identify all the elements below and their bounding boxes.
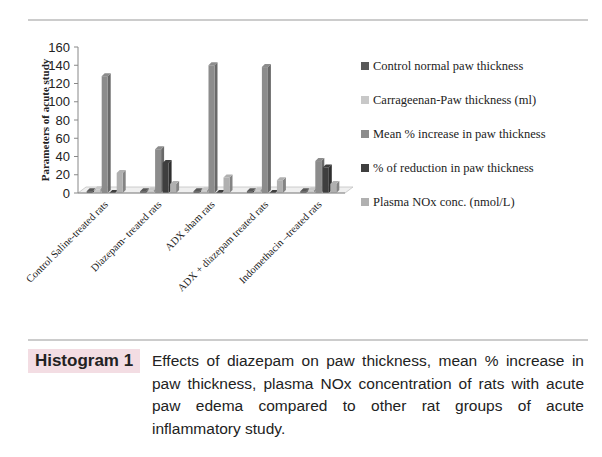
caption-label: Histogram 1	[28, 349, 140, 373]
y-tick-label: 0	[63, 186, 70, 201]
y-tick	[74, 65, 78, 66]
bar	[262, 64, 271, 193]
legend-label: Control normal paw thickness	[373, 59, 523, 73]
bar	[330, 181, 339, 193]
x-tick-label: ADX + diazepam treated rats	[175, 199, 270, 294]
y-tick-label: 100	[48, 94, 70, 109]
legend-swatch	[361, 96, 369, 104]
frame-line	[28, 340, 588, 341]
x-tick-label: Indomethacin –treated rats	[237, 199, 324, 286]
y-tick	[74, 156, 78, 157]
y-tick-label: 20	[56, 167, 70, 182]
legend-swatch	[361, 164, 369, 172]
legend-swatch	[361, 198, 369, 206]
legend-swatch	[361, 62, 369, 70]
y-tick-label: 60	[56, 131, 70, 146]
legend-label: Plasma NOx conc. (nmol/L)	[373, 195, 515, 209]
legend-label: Mean % increase in paw thickness	[373, 127, 546, 141]
legend-label: Carrageenan-Paw thickness (ml)	[373, 93, 536, 107]
y-tick	[74, 83, 78, 84]
x-tick-label: Diazepam- treated rats	[89, 199, 164, 274]
bar	[209, 62, 218, 193]
bar	[224, 174, 233, 193]
y-tick-label: 140	[48, 58, 70, 73]
legend-label: % of reduction in paw thickness	[373, 161, 534, 175]
bar	[277, 177, 286, 193]
y-tick	[74, 120, 78, 121]
y-tick	[74, 174, 78, 175]
bar	[117, 170, 126, 193]
legend-swatch	[361, 130, 369, 138]
y-tick	[74, 138, 78, 139]
y-tick	[74, 101, 78, 102]
y-tick-label: 40	[56, 149, 70, 164]
y-tick	[74, 193, 78, 194]
x-axis	[78, 193, 345, 194]
y-axis-label: Parameters of acute study	[39, 58, 51, 181]
y-tick	[74, 47, 78, 48]
plot-area	[87, 62, 340, 193]
x-tick-label: ADX sham rats	[163, 199, 217, 253]
caption-text: Effects of diazepam on paw thickness, me…	[152, 350, 584, 440]
y-tick-label: 80	[56, 113, 70, 128]
bar	[170, 181, 179, 193]
y-tick-label: 120	[48, 76, 70, 91]
frame-line	[28, 20, 588, 21]
y-tick-label: 160	[48, 40, 70, 55]
legend: Control normal paw thickness Carrageenan-…	[361, 59, 546, 209]
bar	[102, 73, 111, 193]
